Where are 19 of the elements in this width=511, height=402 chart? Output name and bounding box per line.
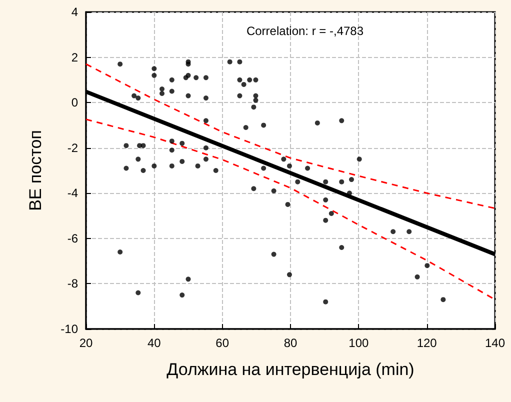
x-tick-label: 60 [216, 336, 230, 350]
x-tick-label: 140 [484, 336, 506, 350]
y-tick-label: 4 [71, 5, 78, 19]
y-tick-label: -10 [60, 322, 78, 336]
x-tick-label: 40 [147, 336, 162, 350]
y-tick-label: 2 [71, 50, 78, 64]
x-tick-label: 20 [79, 336, 93, 350]
line-series [85, 63, 496, 210]
x-tick-label: 100 [348, 336, 369, 350]
x-axis-title: Должина на интервенција (min) [166, 360, 414, 379]
x-tick-label: 120 [416, 336, 438, 350]
y-tick-label: -8 [67, 276, 78, 291]
y-tick-label: 0 [71, 96, 78, 110]
y-tick-label: -4 [67, 186, 78, 200]
x-tick-label: 80 [284, 336, 298, 350]
y-tick-label: -2 [67, 140, 78, 155]
y-tick-label: -6 [67, 231, 78, 246]
text: Correlation: r = -,4783 [246, 24, 364, 38]
y-axis-title: BE постоп [26, 130, 45, 211]
